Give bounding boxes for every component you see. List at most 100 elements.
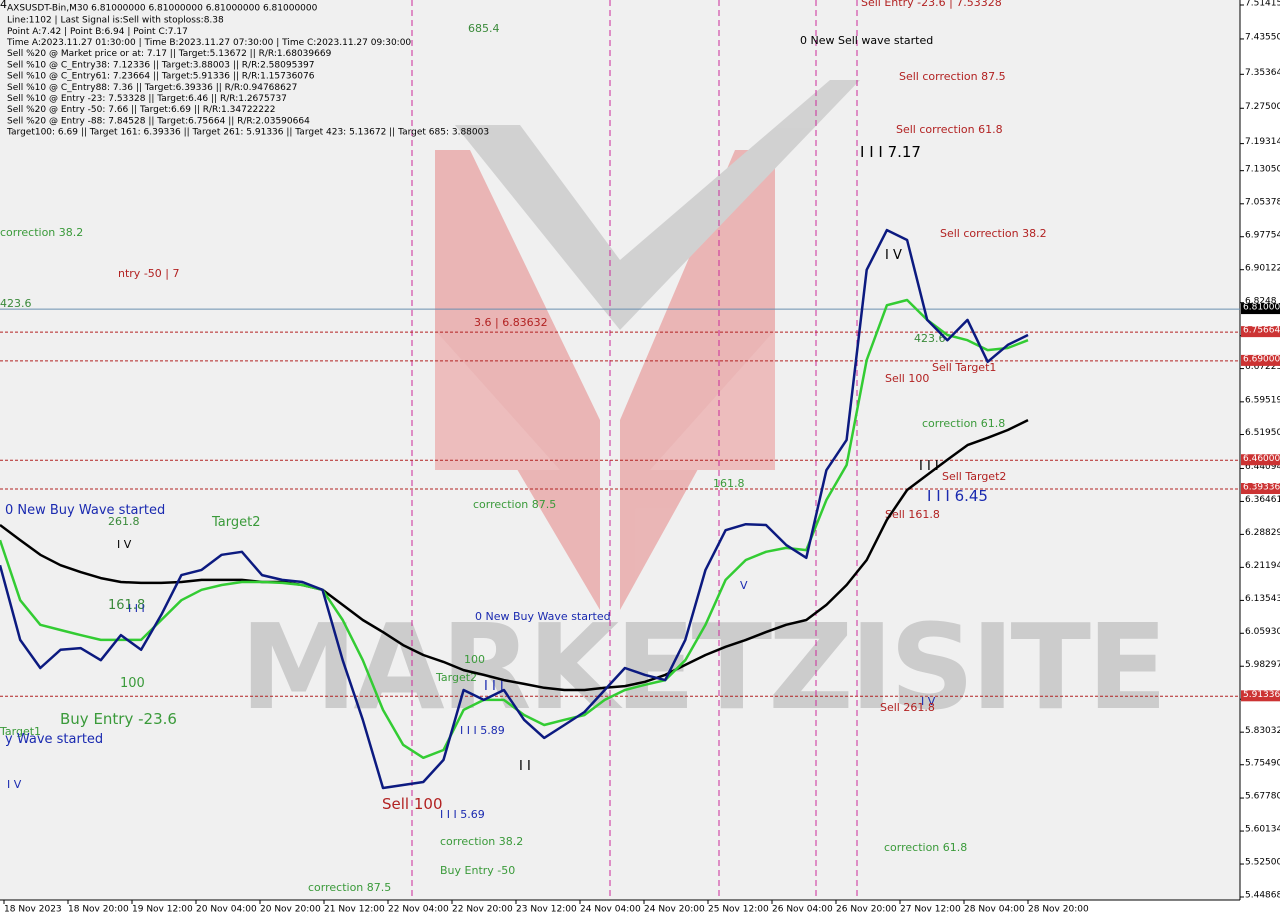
annotation: Sell Target2 [942,470,1006,483]
level-label: 6.75664 [1243,326,1280,336]
y-tick-label: 7.19314 [1245,137,1280,147]
level-label: 6.69000 [1243,355,1280,365]
info-line: Sell %20 @ Market price or at: 7.17 || T… [7,49,332,59]
annotation: Sell 161.8 [885,508,940,521]
x-tick-label: 23 Nov 12:00 [516,905,577,915]
y-tick-label: 6.90122 [1245,263,1280,273]
x-tick-label: 24 Nov 20:00 [644,905,705,915]
info-line: Time A:2023.11.27 01:30:00 | Time B:2023… [6,38,411,48]
y-tick-label: 5.98297 [1245,660,1280,670]
annotation: Buy Entry -50 [440,864,515,877]
annotation: y Wave started [5,732,103,747]
annotation: I V [117,538,132,551]
y-tick-label: 6.13543 [1245,594,1280,604]
annotation: 100 [120,676,145,691]
x-tick-label: 18 Nov 2023 [4,905,62,915]
annotation: correction 38.2 [0,226,83,239]
level-label: 6.46000 [1243,454,1280,464]
annotation: 100 [464,653,485,666]
annotation: Sell Entry -23.6 | 7.53328 [861,0,1002,9]
annotation: correction 87.5 [308,881,391,894]
watermark: MARKETZISITE [240,598,1164,736]
annotation: I I I 7.17 [860,143,921,161]
annotation: I I I 5.69 [440,808,485,821]
y-tick-label: 5.83032 [1245,726,1280,736]
info-line: Sell %10 @ C_Entry38: 7.12336 || Target:… [7,60,315,70]
annotation: Sell 100 [382,795,442,813]
info-line: Sell %10 @ Entry -23: 7.53328 || Target:… [7,94,287,104]
annotation: I I I [128,602,145,615]
y-tick-label: 5.44868 [1245,891,1280,901]
series-line [0,298,1029,760]
annotation: 4 [0,0,7,11]
annotation: correction 61.8 [884,841,967,854]
annotation: Buy Entry -23.6 [60,710,177,728]
x-tick-label: 22 Nov 20:00 [452,905,513,915]
annotation: 161.8 [713,477,745,490]
y-tick-label: 6.59519 [1245,395,1280,405]
x-tick-label: 22 Nov 04:00 [388,905,449,915]
annotation: Sell 261.8 [880,701,935,714]
annotation: I I I 5.89 [460,724,505,737]
chart-title: AXSUSDT-Bin,M30 6.81000000 6.81000000 6.… [7,4,318,14]
annotation: I V [7,778,22,791]
level-label: 6.81000 [1243,303,1280,313]
level-box [1241,454,1280,466]
x-tick-label: 27 Nov 12:00 [900,905,961,915]
level-label: 5.91336 [1243,690,1280,700]
level-label: 6.39336 [1243,483,1280,493]
x-tick-label: 18 Nov 20:00 [68,905,129,915]
y-tick-label: 7.13050 [1245,164,1280,174]
annotation: V [740,579,748,592]
watermark-logo [435,80,860,610]
info-line: Target100: 6.69 || Target 161: 6.39336 |… [6,128,489,138]
level-box [1241,326,1280,338]
info-line: Sell %20 @ Entry -50: 7.66 || Target:6.6… [7,105,275,115]
plot-background [0,0,1240,900]
x-tick-label: 26 Nov 20:00 [836,905,897,915]
annotation: 0 New Buy Wave started [475,610,611,623]
level-box [1241,354,1280,366]
y-tick-label: 7.51415 [1245,0,1280,9]
annotation: Sell 100 [885,372,929,385]
x-tick-label: 28 Nov 04:00 [964,905,1025,915]
annotation: 0 New Buy Wave started [5,503,165,518]
annotation: I I I 6.45 [927,487,988,505]
x-tick-label: 24 Nov 04:00 [580,905,641,915]
y-tick-label: 6.05930 [1245,627,1280,637]
series-line [0,228,1029,790]
info-line: Sell %20 @ Entry -88: 7.84528 || Target:… [7,116,310,126]
y-tick-label: 7.05378 [1245,197,1280,207]
annotation: 0 New Sell wave started [800,34,933,47]
series-line [0,418,1029,692]
y-tick-label: 6.44094 [1245,462,1280,472]
y-tick-label: 6.21194 [1245,561,1280,571]
info-line: Sell %10 @ C_Entry61: 7.23664 || Target:… [7,72,315,82]
y-tick-label: 7.35364 [1245,68,1280,78]
y-tick-label: 5.52500 [1245,858,1280,868]
annotation: I V [921,695,936,708]
info-line: Sell %10 @ C_Entry88: 7.36 || Target:6.3… [7,83,297,93]
x-tick-label: 20 Nov 04:00 [196,905,257,915]
x-tick-label: 25 Nov 12:00 [708,905,769,915]
annotation: Sell correction 61.8 [896,123,1003,136]
level-box [1241,483,1280,495]
annotation: I I [519,759,531,774]
y-tick-label: 6.67223 [1245,362,1280,372]
x-tick-label: 20 Nov 20:00 [260,905,321,915]
y-tick-label: 6.97754 [1245,230,1280,240]
annotation: Target2 [435,671,477,684]
annotation: ntry -50 | 7 [118,267,179,280]
annotation: correction 61.8 [922,417,1005,430]
annotation: Sell correction 87.5 [899,70,1006,83]
y-tick-label: 7.43550 [1245,33,1280,43]
annotation: 161.8 [108,598,145,613]
annotation: I I I [484,679,504,694]
annotation: correction 87.5 [473,498,556,511]
level-box [1241,303,1280,315]
y-tick-label: 5.60134 [1245,825,1280,835]
annotation: 3.6 | 6.83632 [474,316,548,329]
x-tick-label: 19 Nov 12:00 [132,905,193,915]
annotation: 685.4 [468,22,500,35]
